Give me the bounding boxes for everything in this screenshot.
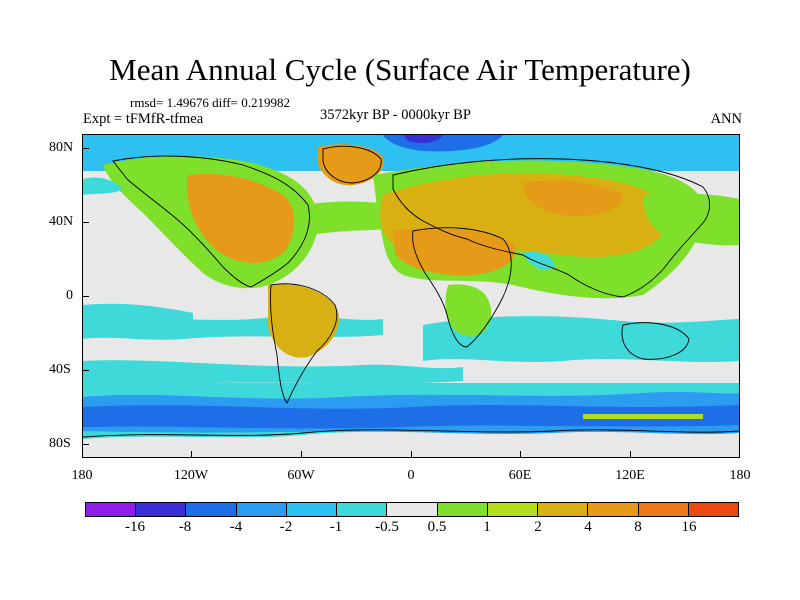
lon-label-60w: 60W [287,468,315,483]
lon-tick-60w [301,451,302,458]
antarctica-coast [83,431,739,457]
lat-label-0: 0 [66,288,73,303]
greenland-warm [318,144,384,186]
colorbar-box [588,503,639,516]
southern-africa-warm [445,284,492,337]
season-label: ANN [710,111,742,127]
colorbar-label: -0.5 [375,519,399,535]
pacific-northern-cool [83,177,123,195]
map-panel [82,134,740,458]
colorbar-label: -1 [329,519,343,535]
tropical-cool-arabian [523,251,555,270]
colorbar-box [387,503,438,516]
lat-label-40s: 40S [49,362,71,377]
colorbar-box [286,503,338,516]
colorbar-box [136,503,187,516]
colorbar-box [688,503,739,516]
colorbar-label: 1 [483,519,491,535]
mid-pacific-warm [643,193,739,246]
coastline-antarctica [83,429,739,438]
colorbar-box [86,503,137,516]
period-label: 3572kyr BP - 0000kyr BP [320,107,471,123]
colorbar-label: -16 [125,519,145,535]
australia-cool [602,322,693,360]
chart-title: Mean Annual Cycle (Surface Air Temperatu… [109,52,691,87]
lon-label-120w: 120W [173,468,209,483]
lat-tick-40n [82,222,89,223]
coastline-south-america [270,283,338,404]
coastline-australia [621,322,690,360]
colorbar-box [337,503,388,516]
lat-tick-40s [82,370,89,371]
coastline-africa [412,227,512,348]
lon-label-180w: 180 [71,468,93,483]
north-america-hot [187,173,295,264]
equatorial-pacific-cool [83,303,193,325]
colorbar [85,502,739,517]
colorbar-label: 8 [634,519,642,535]
lat-label-40n: 40N [49,214,74,229]
colorbar-label: 16 [681,519,697,535]
experiment-label: Expt = tFMfR-tfmea [83,111,204,127]
coastlines [83,145,739,438]
colorbar-box [538,503,589,516]
lat-label-80n: 80N [49,140,74,155]
colorbar-label: -8 [178,519,192,535]
lon-tick-0 [411,451,412,458]
lat-label-80s: 80S [49,436,71,451]
north-africa-hot [393,228,516,276]
colorbar-label: -2 [279,519,293,535]
colorbar-box [487,503,539,516]
colorbar-box [437,503,488,516]
lat-tick-80s [82,444,89,445]
lat-tick-0 [82,296,89,297]
coastline-greenland [322,145,382,184]
south-america-warm [268,284,339,358]
lon-tick-60e [520,451,521,458]
lon-tick-120w [191,451,192,458]
colorbar-label: 0.5 [427,519,447,535]
arctic-deep-cold [403,135,443,143]
lat-tick-80n [82,148,89,149]
coastline-north-america [112,155,310,288]
colorbar-label: -4 [229,519,243,535]
colorbar-box [236,503,287,516]
central-asia-hotspot [523,180,623,217]
south-pacific-cool [83,360,463,386]
antarctica-warm-strip [583,414,703,419]
colorbar-box [638,503,689,516]
lon-label-0: 0 [407,468,415,483]
colorbar-label: 2 [534,519,542,535]
antarctic-cold-band [83,405,739,429]
lon-label-60e: 60E [508,468,532,483]
lon-label-180e: 180 [729,468,751,483]
coastline-europe-asia [392,158,710,298]
colorbar-box [186,503,237,516]
temperature-anomaly-map [83,135,739,457]
stats-text: rmsd= 1.49676 diff= 0.219982 [130,95,290,110]
lon-tick-120e [630,451,631,458]
colorbar-label: 4 [584,519,592,535]
lon-label-120e: 120E [615,468,645,483]
